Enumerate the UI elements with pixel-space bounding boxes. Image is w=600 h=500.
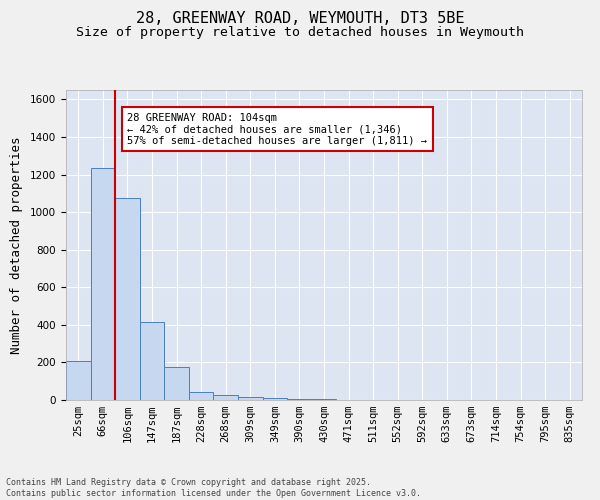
Bar xyxy=(91,168,115,400)
Bar xyxy=(238,397,263,400)
Text: Contains HM Land Registry data © Crown copyright and database right 2025.
Contai: Contains HM Land Registry data © Crown c… xyxy=(6,478,421,498)
Bar xyxy=(115,198,140,400)
Y-axis label: Number of detached properties: Number of detached properties xyxy=(10,136,23,354)
Bar xyxy=(66,362,91,400)
Text: 28 GREENWAY ROAD: 104sqm
← 42% of detached houses are smaller (1,346)
57% of sem: 28 GREENWAY ROAD: 104sqm ← 42% of detach… xyxy=(127,112,427,146)
Bar xyxy=(287,399,312,400)
Bar xyxy=(140,322,164,400)
Text: 28, GREENWAY ROAD, WEYMOUTH, DT3 5BE: 28, GREENWAY ROAD, WEYMOUTH, DT3 5BE xyxy=(136,11,464,26)
Text: Size of property relative to detached houses in Weymouth: Size of property relative to detached ho… xyxy=(76,26,524,39)
Bar xyxy=(214,396,238,400)
Bar xyxy=(189,392,214,400)
Bar xyxy=(164,367,189,400)
Bar xyxy=(263,398,287,400)
